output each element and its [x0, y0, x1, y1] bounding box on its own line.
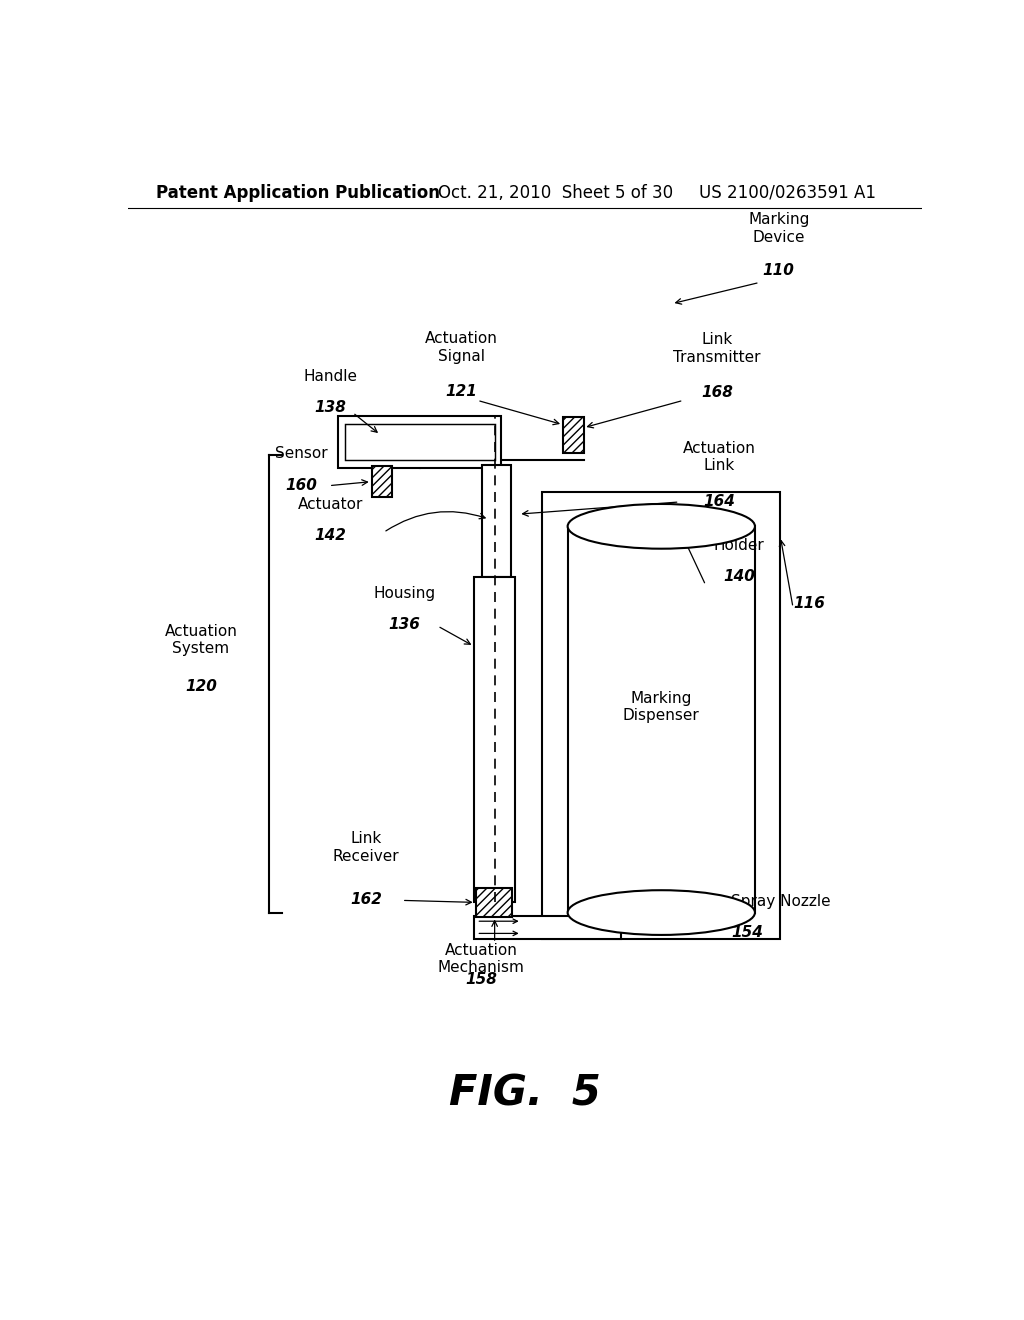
Text: Marking
Dispenser: Marking Dispenser	[623, 692, 699, 723]
Text: 110: 110	[763, 263, 795, 279]
Text: US 2100/0263591 A1: US 2100/0263591 A1	[699, 183, 877, 202]
Text: 162: 162	[350, 892, 382, 907]
Text: 160: 160	[285, 478, 317, 492]
Text: Actuator: Actuator	[298, 498, 364, 512]
Bar	[474, 577, 515, 903]
Text: 121: 121	[445, 384, 477, 399]
Bar	[372, 466, 392, 496]
Text: Link
Transmitter: Link Transmitter	[673, 333, 761, 364]
Text: Link
Receiver: Link Receiver	[333, 832, 399, 863]
Text: Marking
Device: Marking Device	[749, 213, 809, 244]
Text: 136: 136	[388, 616, 420, 632]
Text: Sensor: Sensor	[274, 446, 328, 461]
Text: Handle: Handle	[303, 370, 357, 384]
Text: 154: 154	[731, 925, 763, 940]
Text: 142: 142	[314, 528, 346, 544]
Text: Spray Nozzle: Spray Nozzle	[731, 894, 830, 908]
Bar	[482, 466, 511, 577]
Ellipse shape	[567, 890, 755, 935]
Text: Actuation
Signal: Actuation Signal	[425, 331, 498, 364]
Text: Actuation
Mechanism: Actuation Mechanism	[437, 942, 524, 975]
Text: Holder: Holder	[714, 537, 765, 553]
Text: Actuation
Link: Actuation Link	[683, 441, 756, 474]
Text: Actuation
System: Actuation System	[165, 624, 238, 656]
Bar	[345, 424, 495, 461]
Bar	[474, 916, 621, 939]
Bar	[338, 416, 501, 469]
Text: 158: 158	[465, 972, 497, 986]
Text: Patent Application Publication: Patent Application Publication	[156, 183, 439, 202]
Text: Oct. 21, 2010  Sheet 5 of 30: Oct. 21, 2010 Sheet 5 of 30	[437, 183, 673, 202]
Text: Housing: Housing	[373, 586, 435, 601]
Text: 120: 120	[185, 678, 217, 694]
Bar	[563, 417, 584, 453]
Ellipse shape	[567, 504, 755, 549]
Bar	[475, 888, 512, 916]
Text: FIG.  5: FIG. 5	[449, 1072, 601, 1114]
Bar	[543, 492, 780, 939]
Text: 138: 138	[314, 400, 346, 416]
Text: 140: 140	[723, 569, 755, 583]
Text: 164: 164	[703, 494, 735, 508]
Text: 168: 168	[700, 385, 733, 400]
Text: 116: 116	[793, 597, 825, 611]
